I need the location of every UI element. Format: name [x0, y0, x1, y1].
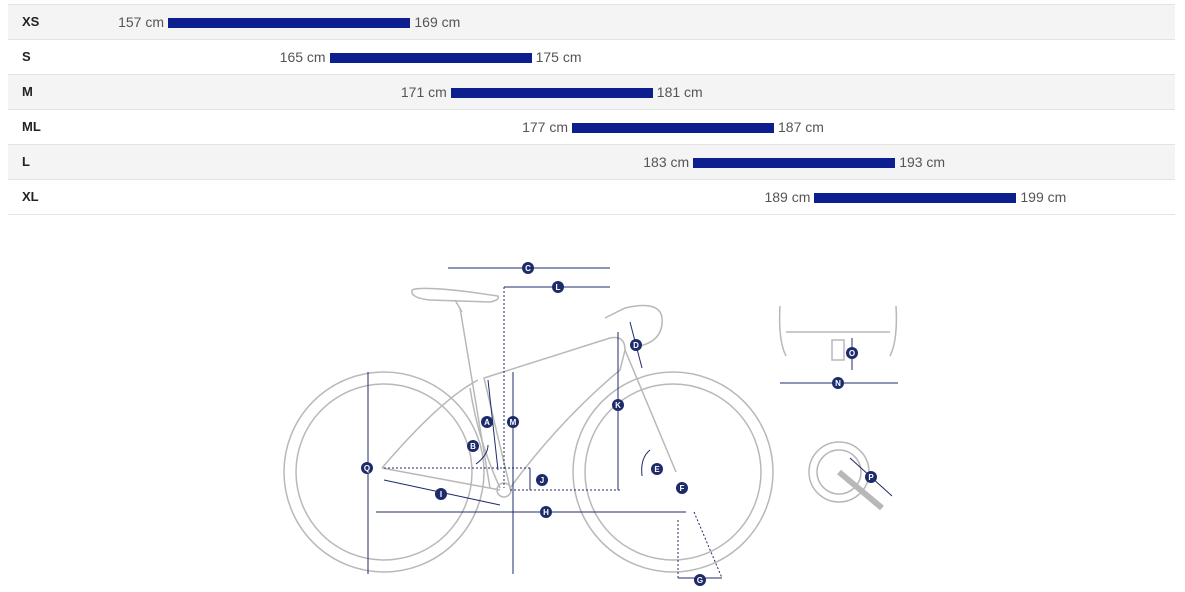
- height-max-label: 193 cm: [899, 154, 946, 170]
- svg-text:F: F: [680, 484, 685, 493]
- dimension-marker-i: I: [435, 488, 447, 500]
- height-min-label: 157 cm: [118, 14, 164, 30]
- dimension-marker-q: Q: [361, 462, 373, 474]
- dimension-marker-o: O: [846, 347, 858, 359]
- size-label: XS: [22, 14, 40, 29]
- height-range-bar: [814, 193, 1017, 203]
- svg-text:M: M: [510, 418, 517, 427]
- svg-text:P: P: [868, 473, 874, 482]
- size-label: S: [22, 49, 31, 64]
- svg-text:I: I: [440, 490, 442, 499]
- height-min-label: 189 cm: [764, 189, 811, 205]
- dimension-lines: [367, 267, 898, 579]
- size-row: XS 157 cm 169 cm: [8, 5, 1175, 40]
- dimension-marker-b: B: [467, 440, 479, 452]
- size-row: XL 189 cm 199 cm: [8, 180, 1175, 215]
- svg-text:Q: Q: [364, 464, 370, 473]
- svg-text:E: E: [654, 465, 660, 474]
- height-max-label: 169 cm: [414, 14, 461, 30]
- size-row: ML 177 cm 187 cm: [8, 110, 1175, 145]
- svg-text:L: L: [556, 283, 561, 292]
- size-label: ML: [22, 119, 41, 134]
- dimension-marker-l: L: [552, 281, 564, 293]
- height-max-label: 187 cm: [778, 119, 824, 135]
- height-max-label: 175 cm: [535, 49, 582, 65]
- dimension-marker-k: K: [612, 399, 624, 411]
- svg-text:C: C: [525, 264, 531, 273]
- svg-text:A: A: [484, 418, 490, 427]
- height-max-label: 199 cm: [1020, 189, 1067, 205]
- height-range-bar: [572, 123, 774, 133]
- dimension-marker-c: C: [522, 262, 534, 274]
- height-max-label: 181 cm: [656, 84, 703, 100]
- svg-text:H: H: [543, 508, 549, 517]
- height-range-bar: [168, 18, 411, 28]
- height-min-label: 183 cm: [643, 154, 690, 170]
- svg-text:J: J: [540, 476, 544, 485]
- size-row: L 183 cm 193 cm: [8, 145, 1175, 180]
- size-row: S 165 cm 175 cm: [8, 40, 1175, 75]
- size-row: M 171 cm 181 cm: [8, 75, 1175, 110]
- height-min-label: 165 cm: [279, 49, 326, 65]
- svg-text:B: B: [470, 442, 476, 451]
- dimension-marker-d: D: [630, 339, 642, 351]
- dimension-marker-f: F: [676, 482, 688, 494]
- svg-text:N: N: [835, 379, 841, 388]
- bike-outline: [283, 287, 898, 573]
- size-label: L: [22, 154, 30, 169]
- size-label: XL: [22, 189, 39, 204]
- dimension-marker-h: H: [540, 506, 552, 518]
- dimension-marker-j: J: [536, 474, 548, 486]
- height-range-bar: [329, 53, 532, 63]
- svg-text:G: G: [697, 576, 703, 585]
- dimension-markers: A B C D E F G H I J K L M N O P Q: [361, 262, 877, 586]
- height-range-bar: [693, 158, 896, 168]
- svg-text:D: D: [633, 341, 639, 350]
- dimension-marker-g: G: [694, 574, 706, 586]
- dimension-marker-e: E: [651, 463, 663, 475]
- svg-text:O: O: [849, 349, 855, 358]
- dimension-marker-a: A: [481, 416, 493, 428]
- size-label: M: [22, 84, 33, 99]
- dimension-marker-n: N: [832, 377, 844, 389]
- height-range-bar: [450, 88, 653, 98]
- height-min-label: 177 cm: [522, 119, 568, 135]
- dimension-marker-p: P: [865, 471, 877, 483]
- svg-text:K: K: [615, 401, 621, 410]
- size-chart: XS 157 cm 169 cm S 165 cm 175 cm M 171 cm 181 cm…: [8, 4, 1175, 215]
- height-min-label: 171 cm: [400, 84, 447, 100]
- dimension-marker-m: M: [507, 416, 519, 428]
